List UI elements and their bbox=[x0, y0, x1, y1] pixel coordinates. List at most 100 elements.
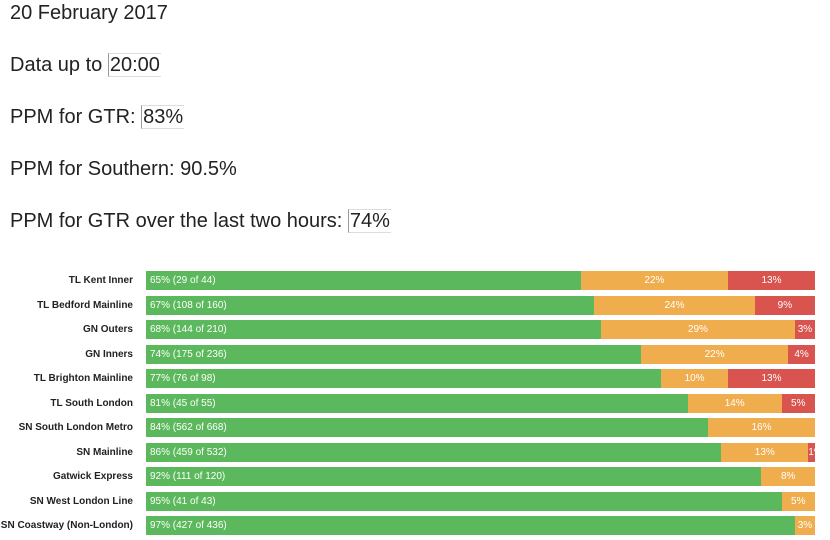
bar-segment: 13% bbox=[728, 369, 815, 388]
value-label: 84% (562 of 668) bbox=[150, 422, 227, 433]
category-label: GN Inners bbox=[85, 348, 133, 360]
bar-track: 95% (41 of 43) 5% bbox=[146, 491, 815, 511]
value-label: 95% (41 of 43) bbox=[150, 495, 216, 507]
bar-segment: 22% bbox=[580, 271, 729, 290]
category-label: SN Coastway (Non-London) bbox=[0, 520, 133, 531]
category-label: SN Mainline bbox=[76, 446, 133, 458]
status-line: PPM for GTR over the last two hours: 74% bbox=[10, 209, 391, 233]
bar-segment: 3% bbox=[794, 320, 815, 339]
value-label: 68% (144 of 210) bbox=[150, 324, 227, 335]
bar-track: 86% (459 of 532) 13% 1% bbox=[146, 442, 815, 462]
bar-segment: 81% (45 of 55) bbox=[146, 393, 688, 413]
bar-track: 68% (144 of 210) 29% 3% bbox=[146, 320, 815, 339]
value-label: 8% bbox=[781, 471, 796, 482]
value-label: 9% bbox=[777, 299, 793, 311]
value-label: 13% bbox=[761, 275, 782, 286]
category-label: SN South London Metro bbox=[18, 422, 133, 433]
bar-segment: 13% bbox=[721, 442, 809, 462]
bar-segment: 84% (562 of 668) bbox=[146, 418, 708, 437]
bar-segment: 24% bbox=[594, 295, 755, 315]
bar-track: 77% (76 of 98) 10% 13% bbox=[146, 369, 815, 388]
category-label: TL South London bbox=[50, 397, 133, 409]
label: PPM for GTR: bbox=[10, 106, 136, 128]
bar-segment: 3% bbox=[794, 516, 815, 535]
bar-row: SN West London Line 95% (41 of 43) 5% bbox=[0, 491, 830, 511]
bar-segment: 92% (111 of 120) bbox=[146, 467, 762, 486]
value-label: 86% (459 of 532) bbox=[150, 446, 227, 458]
bar-segment: 22% bbox=[641, 344, 789, 364]
bar-segment: 14% bbox=[687, 393, 782, 413]
bar-segment: 95% (41 of 43) bbox=[146, 491, 782, 511]
bar-segment: 4% bbox=[788, 344, 815, 364]
bar-row: TL Kent Inner 65% (29 of 44) 22% 13% bbox=[0, 271, 830, 290]
bar-segment: 16% bbox=[707, 418, 815, 437]
bar-segment: 77% (76 of 98) bbox=[146, 369, 662, 388]
label: PPM for GTR over the last two hours: bbox=[10, 210, 343, 232]
bar-row: SN South London Metro 84% (562 of 668) 16% bbox=[0, 418, 830, 437]
bar-row: Gatwick Express 92% (111 of 120) 8% bbox=[0, 467, 830, 486]
bar-track: 92% (111 of 120) 8% bbox=[146, 467, 815, 486]
value-label: 3% bbox=[797, 520, 813, 531]
bar-track: 97% (427 of 436) 3% bbox=[146, 516, 815, 535]
bar-track: 67% (108 of 160) 24% 9% bbox=[146, 295, 815, 315]
value-label: 22% bbox=[644, 275, 665, 286]
bar-segment: 97% (427 of 436) bbox=[146, 516, 795, 535]
category-label: TL Kent Inner bbox=[68, 275, 133, 286]
value-label: 97% (427 of 436) bbox=[150, 520, 227, 531]
bar-segment: 10% bbox=[661, 369, 729, 388]
bar-segment: 8% bbox=[761, 467, 815, 486]
bar-segment: 5% bbox=[781, 491, 815, 511]
category-label: TL Bedford Mainline bbox=[37, 299, 133, 311]
bar-segment: 86% (459 of 532) bbox=[146, 442, 722, 462]
value: 74% bbox=[347, 209, 391, 233]
label: Data up to bbox=[10, 54, 103, 76]
category-label: TL Brighton Mainline bbox=[33, 373, 133, 384]
value-label: 5% bbox=[791, 495, 806, 507]
label: PPM for Southern: bbox=[10, 158, 175, 180]
bar-row: SN Mainline 86% (459 of 532) 13% 1% bbox=[0, 442, 830, 462]
status-line: PPM for Southern: 90.5% bbox=[10, 158, 237, 181]
bar-track: 84% (562 of 668) 16% bbox=[146, 418, 815, 437]
bar-track: 65% (29 of 44) 22% 13% bbox=[146, 271, 815, 290]
value-label: 67% (108 of 160) bbox=[150, 299, 227, 311]
bar-segment: 5% bbox=[781, 393, 815, 413]
value-label: 65% (29 of 44) bbox=[150, 275, 216, 286]
bar-segment: 68% (144 of 210) bbox=[146, 320, 601, 339]
value-label: 13% bbox=[761, 373, 782, 384]
value-label: 3% bbox=[797, 324, 813, 335]
bar-track: 81% (45 of 55) 14% 5% bbox=[146, 393, 815, 413]
value-label: 14% bbox=[724, 397, 745, 409]
bar-segment: 9% bbox=[754, 295, 815, 315]
status-line: Data up to 20:00 bbox=[10, 53, 161, 77]
value: 83% bbox=[141, 105, 185, 129]
bar-segment: 65% (29 of 44) bbox=[146, 271, 581, 290]
value-label: 4% bbox=[794, 348, 809, 360]
value-label: 13% bbox=[754, 446, 775, 458]
value-label: 16% bbox=[751, 422, 772, 433]
bar-row: TL Brighton Mainline 77% (76 of 98) 10% 13% bbox=[0, 369, 830, 388]
bar-row: SN Coastway (Non-London) 97% (427 of 436)… bbox=[0, 516, 830, 535]
value-label: 24% bbox=[664, 299, 685, 311]
value: 20:00 bbox=[107, 53, 161, 77]
bar-segment: 67% (108 of 160) bbox=[146, 295, 595, 315]
bar-row: GN Inners 74% (175 of 236) 22% 4% bbox=[0, 344, 830, 364]
value-label: 81% (45 of 55) bbox=[150, 397, 216, 409]
value-label: 74% (175 of 236) bbox=[150, 348, 227, 360]
bar-row: TL South London 81% (45 of 55) 14% 5% bbox=[0, 393, 830, 413]
value-label: 29% bbox=[687, 324, 708, 335]
bar-segment: 29% bbox=[600, 320, 795, 339]
category-label: GN Outers bbox=[82, 324, 133, 335]
value-label: 5% bbox=[791, 397, 806, 409]
bar-segment: 74% (175 of 236) bbox=[146, 344, 642, 364]
bar-segment: 13% bbox=[728, 271, 815, 290]
bar-row: GN Outers 68% (144 of 210) 29% 3% bbox=[0, 320, 830, 339]
bar-track: 74% (175 of 236) 22% 4% bbox=[146, 344, 815, 364]
status-line: PPM for GTR: 83% bbox=[10, 105, 185, 129]
value-label: 92% (111 of 120) bbox=[150, 471, 226, 482]
value-label: 10% bbox=[684, 373, 705, 384]
category-label: SN West London Line bbox=[29, 495, 133, 507]
bar-row: TL Bedford Mainline 67% (108 of 160) 24% 9% bbox=[0, 295, 830, 315]
value-label: 22% bbox=[704, 348, 725, 360]
category-label: Gatwick Express bbox=[52, 471, 133, 482]
